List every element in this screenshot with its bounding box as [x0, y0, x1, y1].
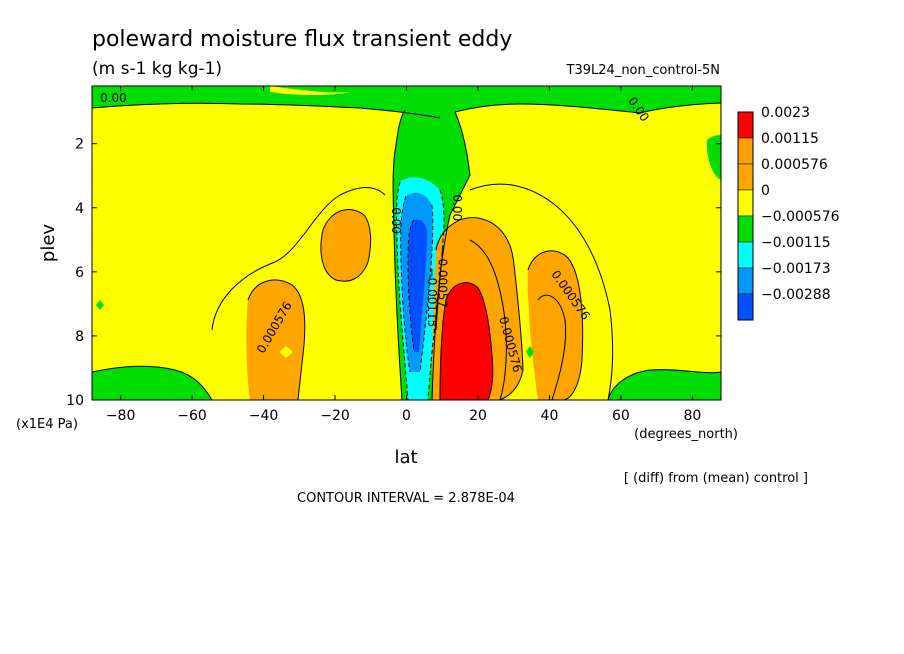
sh-green-dot: [96, 300, 104, 310]
diff-note: [ (diff) from (mean) control ]: [624, 471, 808, 486]
legend-label: −0.00288: [761, 287, 831, 303]
experiment-label: T39L24_non_control-5N: [566, 63, 720, 78]
nh-green-right-edge: [706, 135, 721, 180]
sh-yellow-hole: [279, 346, 293, 358]
x-tick-label: 40: [541, 408, 559, 424]
legend-swatch: [737, 137, 754, 165]
legend-swatch: [737, 189, 754, 217]
top-yellow-patch: [270, 86, 350, 95]
sh-green-surface: [92, 366, 212, 400]
sh-orange-lobe: [246, 280, 305, 400]
nh-orange-secondary: [527, 250, 583, 400]
legend-swatch: [737, 293, 754, 321]
colorbar-legend: 0.0023 0.00115 0.000576 0 −0.000576 −0.00115 −…: [737, 105, 840, 321]
contour-label: 0.00: [100, 91, 127, 105]
y-tick-label: 8: [75, 329, 84, 345]
legend-swatch: [737, 241, 754, 269]
nh-green-surface: [608, 369, 721, 400]
contour-label: −0.00057: [436, 248, 450, 308]
y-axis-units: (x1E4 Pa): [16, 417, 78, 432]
legend-swatch: [737, 267, 754, 295]
y-tick-label: 10: [66, 393, 84, 409]
x-tick-label: −20: [320, 408, 350, 424]
x-tick-label: 0: [402, 408, 411, 424]
x-tick-label: 60: [612, 408, 630, 424]
legend-label: 0.000576: [761, 157, 828, 173]
chart-units: (m s-1 kg kg-1): [92, 59, 222, 79]
sh-orange-upper: [320, 209, 371, 282]
top-negative-band: [92, 86, 721, 118]
contour-lines: [92, 102, 721, 400]
legend-label: 0.0023: [761, 105, 810, 121]
plot-area: [92, 86, 721, 400]
equatorial-darkblue-core: [408, 219, 427, 352]
legend-label: 0: [761, 183, 770, 199]
nh-green-dot: [526, 346, 534, 358]
x-tick-label: 80: [683, 408, 701, 424]
legend-label: −0.00115: [761, 235, 831, 251]
y-tick-label: 2: [75, 137, 84, 153]
x-tick-label: −40: [249, 408, 279, 424]
legend-label: 0.00115: [761, 131, 819, 147]
axes: −80 −60 −40 −20 0 20 40 60 80 2 4 6 8 10: [66, 86, 721, 424]
x-axis-units: (degrees_north): [634, 427, 738, 442]
legend-swatch: [737, 111, 754, 139]
contour-label: −0.00115: [425, 268, 439, 328]
nh-red-maximum: [440, 282, 493, 400]
legend-label: −0.000576: [761, 209, 840, 225]
legend-swatch: [737, 163, 754, 191]
x-axis-label: lat: [394, 447, 417, 468]
contour-interval: CONTOUR INTERVAL = 2.878E-04: [297, 491, 515, 506]
y-tick-label: 4: [75, 201, 84, 217]
x-tick-label: −80: [106, 408, 136, 424]
y-axis-label: plev: [38, 224, 59, 263]
legend-swatch: [737, 215, 754, 243]
contour-label: 0.00: [389, 207, 403, 234]
y-tick-label: 6: [75, 265, 84, 281]
chart-title: poleward moisture flux transient eddy: [92, 27, 512, 52]
x-tick-label: 20: [469, 408, 487, 424]
x-tick-label: −60: [177, 408, 207, 424]
legend-frame: [737, 111, 754, 321]
contour-label: 0.00: [450, 194, 464, 221]
legend-label: −0.00173: [761, 261, 831, 277]
